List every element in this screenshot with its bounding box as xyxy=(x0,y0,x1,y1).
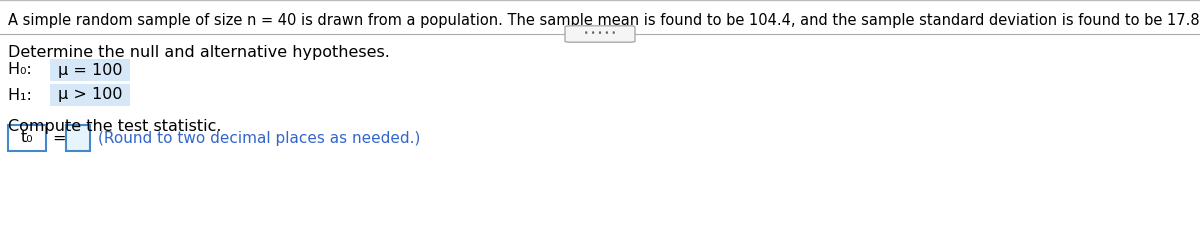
Text: H₀:: H₀: xyxy=(8,62,42,78)
FancyBboxPatch shape xyxy=(565,26,635,42)
FancyBboxPatch shape xyxy=(8,125,46,151)
Text: H₁:: H₁: xyxy=(8,87,42,102)
FancyBboxPatch shape xyxy=(50,84,130,106)
Text: t₀: t₀ xyxy=(20,130,34,146)
Text: =: = xyxy=(52,130,66,146)
FancyBboxPatch shape xyxy=(66,125,90,151)
Text: Compute the test statistic.: Compute the test statistic. xyxy=(8,119,222,134)
Text: (Round to two decimal places as needed.): (Round to two decimal places as needed.) xyxy=(98,130,420,146)
Text: Determine the null and alternative hypotheses.: Determine the null and alternative hypot… xyxy=(8,45,390,60)
Text: μ = 100: μ = 100 xyxy=(58,62,122,78)
Text: • • • • •: • • • • • xyxy=(584,29,616,39)
Text: A simple random sample of size n = 40 is drawn from a population. The sample mea: A simple random sample of size n = 40 is… xyxy=(8,13,1200,28)
Text: μ > 100: μ > 100 xyxy=(58,87,122,102)
FancyBboxPatch shape xyxy=(50,59,130,81)
